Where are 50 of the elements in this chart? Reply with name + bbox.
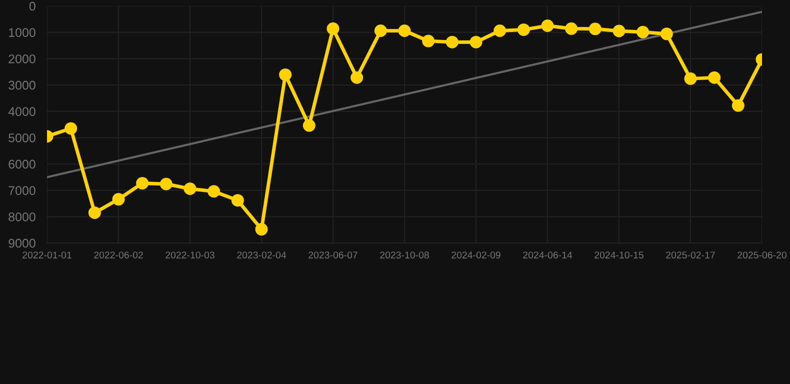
point [541, 20, 554, 32]
y-tick-label: 8000 [8, 212, 36, 222]
y-tick-label: 3000 [8, 80, 36, 90]
point [684, 72, 697, 85]
x-tick-label: 2024-10-15 [594, 252, 644, 258]
y-tick-label: 1000 [9, 28, 36, 37]
x-tick-label: 2023-10-08 [380, 252, 429, 258]
point [565, 22, 578, 35]
point [350, 71, 364, 84]
y-tick-label: 6000 [8, 160, 36, 169]
point [708, 71, 721, 84]
point [112, 193, 125, 206]
point [422, 34, 435, 48]
y-tick-label: 5000 [8, 133, 36, 142]
point [494, 24, 506, 38]
point [588, 22, 602, 36]
point [160, 178, 172, 190]
point [184, 182, 196, 196]
point [64, 122, 78, 135]
x-tick-label: 2022-01-01 [22, 252, 72, 258]
y-tick-label: 0 [29, 2, 36, 11]
x-tick-label: 2022-06-02 [94, 252, 143, 258]
point [446, 36, 458, 48]
point [326, 22, 340, 35]
x-tick-label: 2023-02-04 [237, 252, 286, 258]
point [517, 23, 530, 36]
point [636, 26, 650, 38]
y-tick-label: 7000 [8, 186, 36, 195]
x-tick-label: 2025-06-20 [738, 252, 786, 258]
point [136, 176, 149, 190]
x-tick-label: 2024-06-14 [523, 252, 572, 258]
point [208, 185, 220, 198]
y-tick-label: 2000 [8, 54, 36, 64]
point [302, 119, 316, 132]
x-tick-label: 2025-02-17 [666, 252, 715, 258]
point [88, 206, 101, 219]
x-tick-label: 2022-10-03 [166, 252, 214, 258]
y-tick-label: 9000 [8, 238, 36, 248]
point [732, 99, 744, 112]
point [398, 24, 411, 38]
y-tick-label: 4000 [8, 107, 36, 116]
x-tick-label: 2023-06-07 [308, 252, 358, 258]
point [660, 28, 673, 40]
point [470, 36, 482, 48]
point [612, 24, 626, 38]
point [255, 223, 268, 236]
x-tick-label: 2024-02-09 [452, 252, 500, 258]
point [231, 194, 244, 207]
point [279, 68, 292, 81]
point [374, 24, 387, 38]
